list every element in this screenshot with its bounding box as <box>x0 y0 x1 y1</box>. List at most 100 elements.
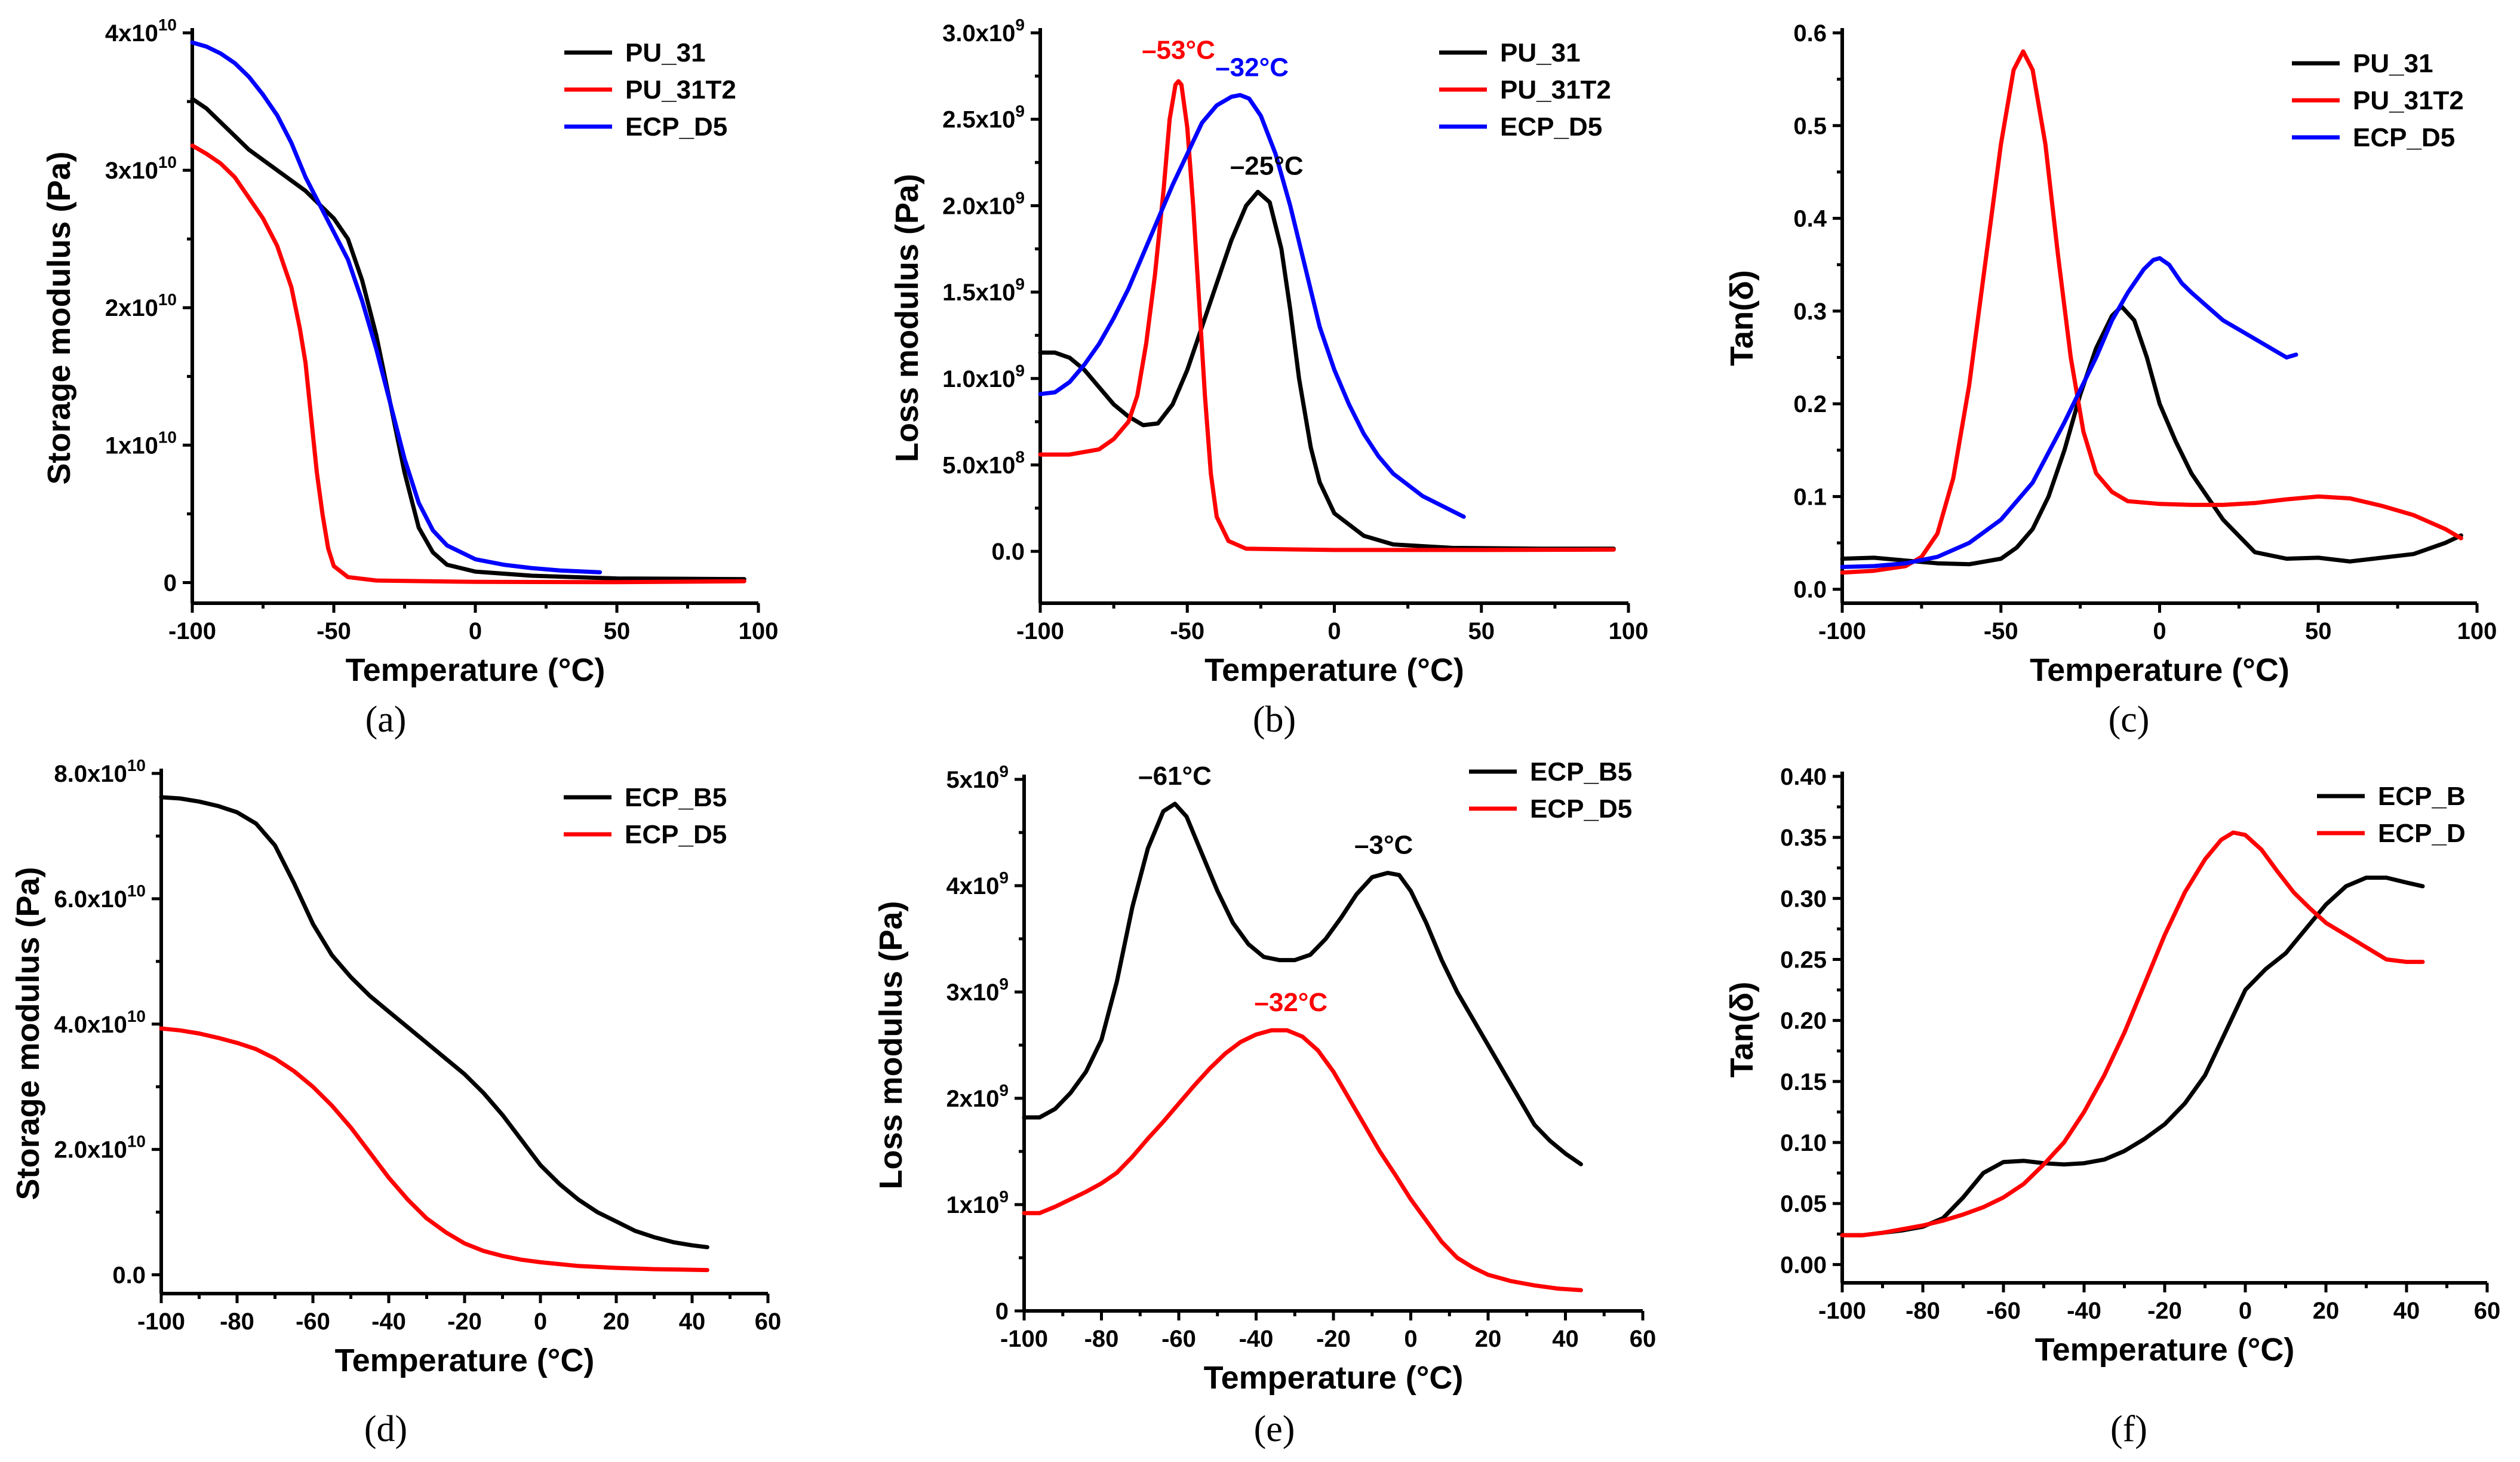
y-tick-label: 3x1010 <box>105 153 177 184</box>
panel-label: (a) <box>365 699 407 740</box>
panel-label: (c) <box>2109 699 2150 740</box>
series-line-ecp-d5 <box>1840 256 2298 569</box>
series-line-ecp-b5 <box>1022 801 1583 1166</box>
x-tick-label: -40 <box>1239 1326 1274 1352</box>
x-tick-label: -100 <box>137 1309 185 1335</box>
series-line-pu-31t2 <box>190 143 746 585</box>
series-line-pu-31 <box>190 97 746 582</box>
y-tick-label: 2.0x1010 <box>54 1132 146 1163</box>
y-tick-label: 1x109 <box>946 1187 1009 1218</box>
x-tick-label: -80 <box>1906 1298 1940 1324</box>
y-tick-label-exponent: 9 <box>1015 188 1025 207</box>
x-tick-label: -80 <box>220 1309 254 1335</box>
x-tick-label: -100 <box>1818 1298 1866 1324</box>
peak-annotation: –61°C <box>1138 761 1212 791</box>
x-tick-label: 0 <box>1404 1326 1417 1352</box>
x-tick-label: -40 <box>2067 1298 2101 1324</box>
legend-label-pu-31: PU_31 <box>1500 38 1581 67</box>
x-tick-label: 20 <box>603 1309 630 1335</box>
x-tick-label: -60 <box>296 1309 330 1335</box>
x-tick-label: -60 <box>1986 1298 2021 1324</box>
y-tick-label: 0.3 <box>1793 299 1827 325</box>
series-line-ecp-b <box>1840 876 2425 1237</box>
x-tick-label: 100 <box>2457 618 2497 644</box>
x-tick-label: 40 <box>2393 1298 2420 1324</box>
peak-annotation: –25°C <box>1230 151 1304 180</box>
y-axis-title: Loss modulus (Pa) <box>889 174 925 462</box>
y-tick-label: 0 <box>164 570 177 596</box>
series-line-ecp-d5 <box>1038 93 1466 519</box>
y-tick-label-exponent: 9 <box>1015 16 1025 34</box>
x-tick-label: -100 <box>1818 618 1866 644</box>
x-tick-label: 100 <box>1609 618 1649 644</box>
chart-panel-e: -100 -80 -60 -40 -20 0 20 40 60 0 1x109 2x109 3x109 4… <box>873 757 1656 1449</box>
y-tick-label: 0.0 <box>112 1263 146 1289</box>
x-tick-label: 60 <box>755 1309 782 1335</box>
x-tick-label: 60 <box>2474 1298 2501 1324</box>
x-tick-label: -20 <box>2147 1298 2182 1324</box>
y-tick-label-exponent: 9 <box>999 1187 1009 1206</box>
y-tick-label: 1.0x109 <box>942 361 1025 392</box>
x-tick-label: -50 <box>316 618 351 644</box>
x-tick-label: -20 <box>447 1309 482 1335</box>
y-tick-label: 0.4 <box>1793 206 1827 232</box>
series-line-pu-31 <box>1840 304 2463 567</box>
legend-label-ecp-d5: ECP_D5 <box>1530 794 1632 824</box>
y-tick-label-exponent: 10 <box>158 153 177 171</box>
x-tick-label: -40 <box>371 1309 406 1335</box>
peak-annotation: –32°C <box>1215 53 1289 82</box>
y-tick-label: 0.30 <box>1780 886 1827 912</box>
legend-label-ecp-d5: ECP_D5 <box>625 112 727 142</box>
y-tick-label-exponent: 10 <box>158 16 177 34</box>
x-tick-label: 0 <box>2239 1298 2252 1324</box>
y-tick-label-exponent: 10 <box>127 882 146 900</box>
y-tick-label-exponent: 9 <box>1015 275 1025 293</box>
x-tick-label: 40 <box>1552 1326 1579 1352</box>
y-tick-label-exponent: 8 <box>1015 447 1025 466</box>
peak-annotation: –53°C <box>1142 35 1215 64</box>
peak-annotation: –32°C <box>1254 988 1327 1017</box>
legend-label-pu-31t2: PU_31T2 <box>2353 86 2464 115</box>
legend-label-ecp-d5: ECP_D5 <box>1500 112 1602 142</box>
y-tick-label: 0.2 <box>1793 391 1827 417</box>
y-tick-label: 0.15 <box>1780 1069 1827 1095</box>
series-line-pu-31t2 <box>1038 79 1616 552</box>
chart-panel-f: -100 -80 -60 -40 -20 0 20 40 60 0.00 0.05 0.10 0.15 0… <box>1724 764 2500 1449</box>
y-axis-title: Loss modulus (Pa) <box>873 901 909 1189</box>
series-line-pu-31 <box>1038 189 1616 551</box>
x-tick-label: -60 <box>1161 1326 1196 1352</box>
y-tick-label: 2x109 <box>946 1081 1009 1112</box>
x-tick-label: 50 <box>2305 618 2332 644</box>
x-tick-label: 40 <box>679 1309 706 1335</box>
chart-panel-c: -100 -50 0 50 100 0.0 0.1 0.2 0.3 0.4 0.5 0.6 Temper… <box>1724 20 2497 740</box>
x-tick-label: -100 <box>1016 618 1064 644</box>
legend-label-ecp-b5: ECP_B5 <box>1530 757 1632 787</box>
y-tick-label: 0.5 <box>1793 113 1827 139</box>
y-tick-label: 1x1010 <box>105 428 177 459</box>
x-axis-title: Temperature (°C) <box>346 652 606 688</box>
legend-label-ecp-b5: ECP_B5 <box>625 783 727 812</box>
y-tick-label: 5x109 <box>946 762 1009 793</box>
y-tick-label: 0.35 <box>1780 825 1827 851</box>
y-tick-label: 0 <box>995 1298 1009 1325</box>
y-tick-label: 0.1 <box>1793 484 1827 510</box>
x-tick-label: 20 <box>2313 1298 2340 1324</box>
x-tick-label: -100 <box>168 618 216 644</box>
legend-label-ecp-b: ECP_B <box>2378 782 2466 811</box>
y-tick-label-exponent: 9 <box>1015 102 1025 121</box>
y-tick-label: 0.25 <box>1780 947 1827 973</box>
x-axis-title: Temperature (°C) <box>1204 652 1464 688</box>
y-tick-label: 5.0x108 <box>942 447 1025 478</box>
y-tick-label-exponent: 10 <box>127 1132 146 1151</box>
y-tick-label: 3x109 <box>946 975 1009 1006</box>
x-tick-label: 50 <box>1468 618 1495 644</box>
y-tick-label-exponent: 10 <box>127 756 146 775</box>
x-tick-label: -100 <box>1000 1326 1048 1352</box>
legend-label-ecp-d: ECP_D <box>2378 819 2466 848</box>
panel-label: (e) <box>1254 1409 1295 1449</box>
y-axis-title: Tan(δ) <box>1724 270 1760 366</box>
y-tick-label: 0.6 <box>1793 20 1827 47</box>
y-tick-label-exponent: 10 <box>158 428 177 446</box>
x-axis-title: Temperature (°C) <box>335 1343 595 1378</box>
